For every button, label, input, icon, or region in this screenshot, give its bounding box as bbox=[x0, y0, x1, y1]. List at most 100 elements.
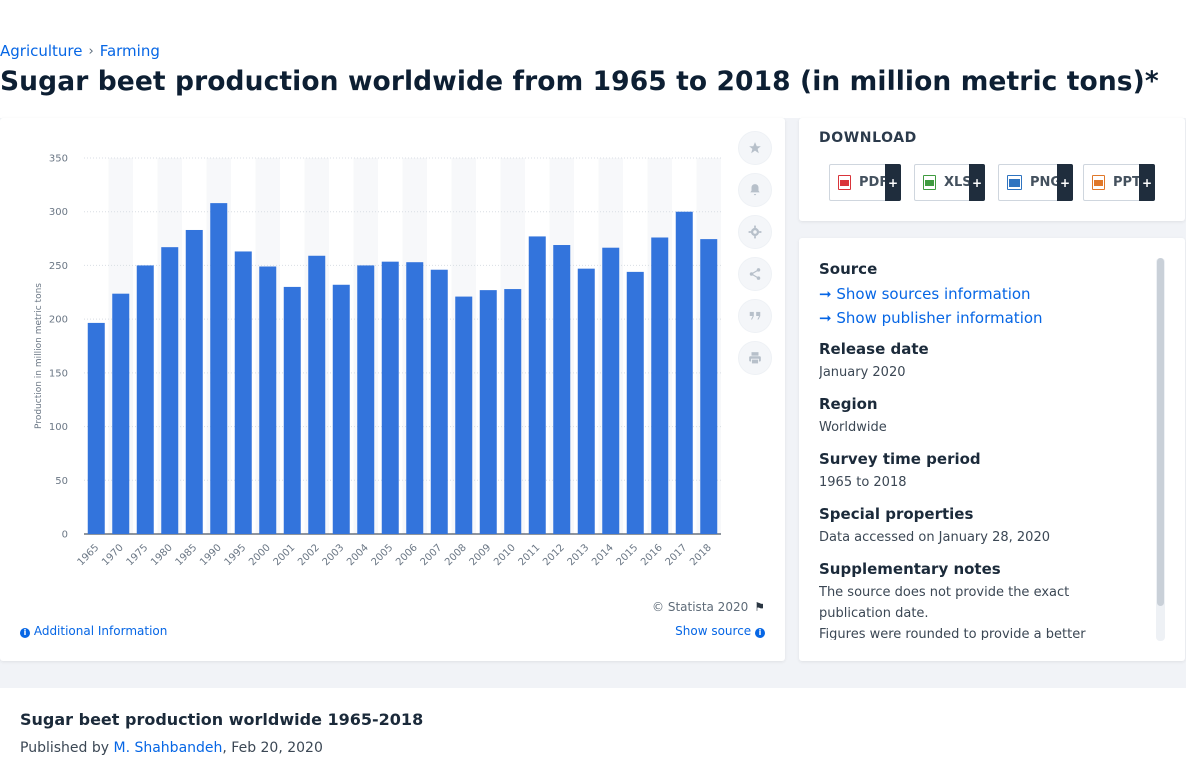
flag-icon[interactable]: ⚑ bbox=[754, 600, 765, 614]
bar bbox=[504, 289, 522, 534]
share-button[interactable] bbox=[738, 257, 772, 291]
region-value: Worldwide bbox=[819, 420, 887, 435]
info-icon: i bbox=[755, 628, 765, 638]
bar bbox=[210, 203, 228, 534]
show-sources-label: Show sources information bbox=[836, 285, 1031, 303]
bar bbox=[577, 268, 595, 534]
x-tick-label: 2013 bbox=[566, 542, 592, 568]
bar bbox=[308, 255, 326, 534]
print-button[interactable] bbox=[738, 341, 772, 375]
bar bbox=[185, 229, 203, 534]
bar bbox=[528, 236, 546, 534]
settings-button[interactable] bbox=[738, 215, 772, 249]
bar bbox=[357, 265, 375, 534]
xls-file-icon bbox=[923, 175, 936, 190]
y-tick-label: 350 bbox=[49, 154, 68, 165]
download-png-button[interactable]: PNG + bbox=[998, 164, 1073, 201]
plus-icon[interactable]: + bbox=[1139, 164, 1155, 201]
x-tick-label: 2014 bbox=[590, 542, 616, 568]
download-pdf-label: PDF bbox=[859, 175, 889, 190]
show-publisher-link[interactable]: ➞ Show publisher information bbox=[819, 306, 1139, 330]
release-date-value: January 2020 bbox=[819, 365, 906, 380]
cite-button[interactable] bbox=[738, 299, 772, 333]
bar bbox=[136, 265, 154, 534]
show-source-link[interactable]: Show source i bbox=[675, 624, 765, 638]
bar bbox=[553, 245, 571, 534]
bar-chart: 0 50 100 150 200 250 300 350 1965197019751980198… bbox=[34, 154, 721, 568]
bar bbox=[675, 211, 693, 534]
scrollbar-thumb[interactable] bbox=[1157, 258, 1164, 606]
region-heading: Region bbox=[819, 395, 878, 413]
download-title: DOWNLOAD bbox=[819, 130, 917, 146]
x-tick-label: 1965 bbox=[76, 542, 102, 568]
x-tick-label: 2016 bbox=[639, 542, 665, 568]
show-sources-link[interactable]: ➞ Show sources information bbox=[819, 282, 1139, 306]
x-tick-label: 2010 bbox=[492, 542, 518, 568]
bar bbox=[626, 271, 644, 534]
x-tick-label: 2018 bbox=[688, 542, 714, 568]
y-tick-label: 150 bbox=[49, 368, 68, 379]
survey-period-value: 1965 to 2018 bbox=[819, 475, 907, 490]
special-properties-value: Data accessed on January 28, 2020 bbox=[819, 530, 1050, 545]
alert-button[interactable] bbox=[738, 173, 772, 207]
author-link[interactable]: M. Shahbandeh bbox=[113, 740, 223, 756]
additional-info-link[interactable]: i Additional Information bbox=[20, 624, 167, 638]
page-title: Sugar beet production worldwide from 196… bbox=[0, 66, 1159, 97]
y-tick-label: 50 bbox=[55, 476, 68, 487]
plus-icon[interactable]: + bbox=[969, 164, 985, 201]
breadcrumb-item-agriculture[interactable]: Agriculture bbox=[0, 42, 83, 60]
download-ppt-label: PPT bbox=[1113, 175, 1141, 190]
png-file-icon bbox=[1007, 175, 1022, 190]
x-tick-label: 2011 bbox=[517, 542, 543, 568]
download-xls-button[interactable]: XLS + bbox=[914, 164, 985, 201]
x-tick-label: 2003 bbox=[321, 542, 347, 568]
bar bbox=[161, 247, 179, 534]
bar bbox=[602, 247, 620, 534]
x-tick-label: 2015 bbox=[615, 542, 641, 568]
breadcrumb: Agriculture › Farming bbox=[0, 42, 160, 60]
quote-icon bbox=[749, 311, 761, 320]
plus-icon[interactable]: + bbox=[1057, 164, 1073, 201]
x-tick-label: 2017 bbox=[664, 542, 690, 568]
x-tick-label: 1970 bbox=[100, 542, 126, 568]
breadcrumb-separator: › bbox=[88, 43, 94, 59]
favorite-button[interactable] bbox=[738, 131, 772, 165]
bar bbox=[332, 284, 350, 534]
pdf-file-icon bbox=[838, 175, 851, 190]
y-tick-label: 100 bbox=[49, 422, 68, 433]
download-png-label: PNG bbox=[1030, 175, 1062, 190]
x-tick-label: 1995 bbox=[223, 542, 249, 568]
bar bbox=[87, 322, 105, 534]
x-tick-label: 2009 bbox=[468, 542, 494, 568]
supplementary-notes-heading: Supplementary notes bbox=[819, 560, 1001, 578]
bar bbox=[112, 293, 130, 534]
arrow-right-icon: ➞ bbox=[819, 285, 832, 303]
download-ppt-button[interactable]: PPT + bbox=[1083, 164, 1155, 201]
breadcrumb-item-farming[interactable]: Farming bbox=[99, 42, 160, 60]
show-publisher-label: Show publisher information bbox=[836, 309, 1043, 327]
copyright-text: © Statista 2020 bbox=[652, 600, 749, 614]
x-tick-label: 2002 bbox=[296, 542, 322, 568]
metadata-card: Source ➞ Show sources information ➞ Show… bbox=[799, 238, 1185, 661]
bar bbox=[283, 286, 301, 534]
metadata-scroll-area[interactable]: Source ➞ Show sources information ➞ Show… bbox=[819, 260, 1139, 640]
x-tick-label: 1985 bbox=[174, 542, 200, 568]
print-icon bbox=[749, 352, 761, 365]
plus-icon[interactable]: + bbox=[885, 164, 901, 201]
source-heading: Source bbox=[819, 260, 878, 278]
bell-icon bbox=[750, 184, 760, 196]
x-tick-label: 1975 bbox=[125, 542, 151, 568]
bar bbox=[430, 269, 448, 534]
supplementary-notes-value-2: Figures were rounded to provide a better bbox=[819, 627, 1086, 640]
show-source-label: Show source bbox=[675, 624, 752, 638]
chart-card: 0 50 100 150 200 250 300 350 1965 1970 1975 1980 198… bbox=[0, 118, 785, 661]
x-tick-label: 2006 bbox=[394, 542, 420, 568]
download-xls-label: XLS bbox=[944, 175, 972, 190]
x-tick-label: 2007 bbox=[419, 542, 445, 568]
x-tick-label: 1980 bbox=[149, 542, 175, 568]
share-icon bbox=[749, 268, 761, 280]
ppt-file-icon bbox=[1092, 175, 1105, 190]
download-pdf-button[interactable]: PDF + bbox=[829, 164, 901, 201]
bar bbox=[651, 237, 669, 535]
x-tick-label: 2004 bbox=[345, 542, 371, 568]
